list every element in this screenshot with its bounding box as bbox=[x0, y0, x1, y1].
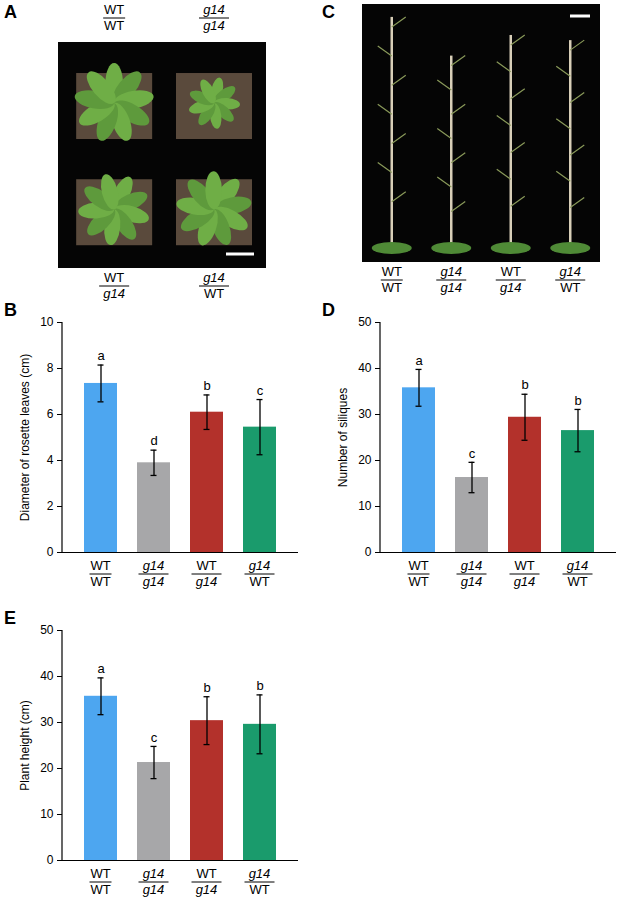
svg-text:b: b bbox=[203, 378, 210, 393]
html-text:C: C bbox=[322, 2, 335, 22]
svg-text:WT: WT bbox=[567, 574, 587, 589]
svg-text:WT: WT bbox=[90, 574, 110, 589]
svg-text:40: 40 bbox=[358, 361, 372, 375]
svg-text:c: c bbox=[257, 383, 264, 398]
svg-text:g14: g14 bbox=[514, 574, 536, 589]
svg-text:2: 2 bbox=[47, 499, 54, 513]
svg-text:WT: WT bbox=[104, 270, 124, 285]
svg-text:d: d bbox=[150, 433, 157, 448]
svg-text:g14: g14 bbox=[203, 270, 225, 285]
svg-text:g14: g14 bbox=[143, 558, 165, 573]
svg-text:WT: WT bbox=[90, 882, 110, 897]
svg-text:g14: g14 bbox=[559, 264, 581, 279]
svg-text:g14: g14 bbox=[143, 866, 165, 881]
svg-text:g14: g14 bbox=[567, 558, 589, 573]
html-text:D: D bbox=[322, 300, 335, 320]
svg-text:b: b bbox=[521, 377, 528, 392]
svg-text:g14: g14 bbox=[500, 280, 522, 295]
svg-text:Number of siliques: Number of siliques bbox=[336, 388, 350, 487]
svg-text:6: 6 bbox=[47, 407, 54, 421]
svg-text:g14: g14 bbox=[440, 280, 462, 295]
svg-text:g14: g14 bbox=[249, 558, 271, 573]
svg-text:0: 0 bbox=[47, 853, 54, 867]
svg-text:WT: WT bbox=[249, 882, 269, 897]
svg-text:WT: WT bbox=[196, 866, 216, 881]
svg-text:50: 50 bbox=[358, 315, 372, 329]
svg-text:30: 30 bbox=[358, 407, 372, 421]
svg-text:20: 20 bbox=[358, 453, 372, 467]
svg-text:g14: g14 bbox=[461, 574, 483, 589]
svg-text:WT: WT bbox=[560, 280, 580, 295]
svg-text:g14: g14 bbox=[196, 574, 218, 589]
svg-text:b: b bbox=[203, 680, 210, 695]
svg-text:g14: g14 bbox=[203, 2, 225, 17]
svg-text:b: b bbox=[574, 393, 581, 408]
svg-text:20: 20 bbox=[40, 761, 54, 775]
svg-text:50: 50 bbox=[40, 623, 54, 637]
svg-text:4: 4 bbox=[47, 453, 54, 467]
svg-text:WT: WT bbox=[501, 264, 521, 279]
svg-text:WT: WT bbox=[104, 18, 124, 33]
svg-text:c: c bbox=[151, 730, 158, 745]
svg-text:g14: g14 bbox=[143, 882, 165, 897]
svg-text:10: 10 bbox=[40, 315, 54, 329]
svg-text:30: 30 bbox=[40, 715, 54, 729]
svg-text:40: 40 bbox=[40, 669, 54, 683]
svg-text:10: 10 bbox=[358, 499, 372, 513]
svg-text:b: b bbox=[256, 678, 263, 693]
svg-text:g14: g14 bbox=[143, 574, 165, 589]
svg-text:WT: WT bbox=[408, 574, 428, 589]
svg-text:WT: WT bbox=[382, 264, 402, 279]
svg-text:WT: WT bbox=[408, 558, 428, 573]
svg-text:g14: g14 bbox=[203, 18, 225, 33]
svg-text:Diameter of rosette leaves (cm: Diameter of rosette leaves (cm) bbox=[18, 354, 32, 521]
svg-text:g14: g14 bbox=[461, 558, 483, 573]
svg-text:WT: WT bbox=[514, 558, 534, 573]
svg-text:WT: WT bbox=[90, 866, 110, 881]
svg-text:WT: WT bbox=[204, 286, 224, 301]
svg-text:WT: WT bbox=[104, 2, 124, 17]
svg-text:8: 8 bbox=[47, 361, 54, 375]
svg-text:0: 0 bbox=[365, 545, 372, 559]
svg-text:a: a bbox=[97, 661, 105, 676]
svg-text:WT: WT bbox=[249, 574, 269, 589]
html-text:B: B bbox=[4, 300, 17, 320]
svg-text:g14: g14 bbox=[196, 882, 218, 897]
svg-text:0: 0 bbox=[47, 545, 54, 559]
svg-text:a: a bbox=[97, 348, 105, 363]
svg-text:Plant height (cm): Plant height (cm) bbox=[18, 700, 32, 791]
svg-text:c: c bbox=[469, 446, 476, 461]
svg-text:g14: g14 bbox=[249, 866, 271, 881]
html-text:E: E bbox=[4, 608, 16, 628]
svg-text:g14: g14 bbox=[103, 286, 125, 301]
html-text:A: A bbox=[4, 2, 17, 22]
svg-text:WT: WT bbox=[196, 558, 216, 573]
svg-text:a: a bbox=[415, 353, 423, 368]
svg-text:g14: g14 bbox=[440, 264, 462, 279]
svg-text:WT: WT bbox=[90, 558, 110, 573]
svg-text:WT: WT bbox=[382, 280, 402, 295]
svg-text:10: 10 bbox=[40, 807, 54, 821]
